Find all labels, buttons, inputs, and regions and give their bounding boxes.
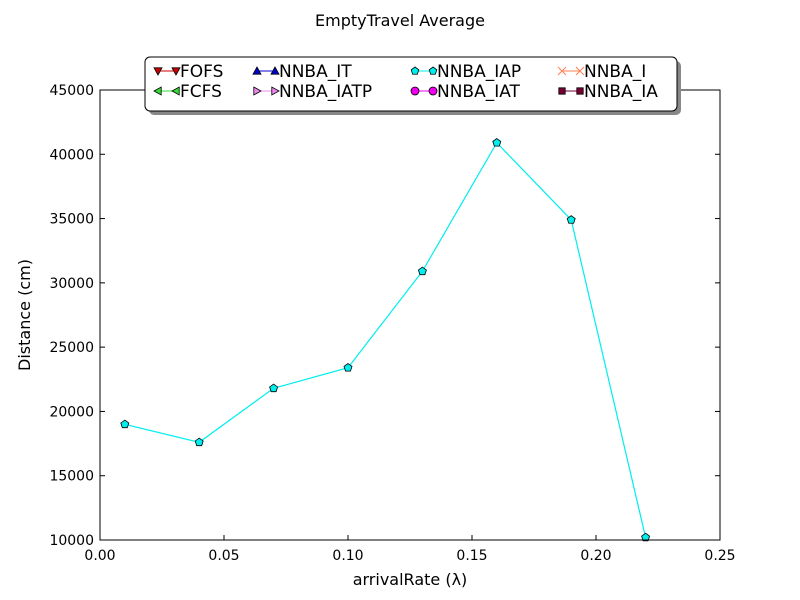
y-tick-label: 40000 [49, 147, 94, 163]
legend-label: NNBA_IAP [437, 62, 521, 82]
x-tick-label: 0.00 [84, 548, 115, 564]
plot-frame [99, 89, 721, 541]
legend-marker [410, 66, 420, 75]
y-tick-label: 15000 [49, 469, 94, 485]
y-tick-label: 25000 [49, 340, 94, 356]
y-tick-label: 35000 [49, 212, 94, 228]
legend-marker [153, 86, 162, 96]
legend-entry: NNBA_IAP [410, 62, 521, 82]
y-tick-label: 20000 [49, 404, 94, 420]
legend-box [144, 56, 678, 112]
legend-marker [576, 87, 584, 95]
legend-label: NNBA_IATP [279, 82, 372, 102]
legend-label: NNBA_IT [279, 62, 352, 82]
data-point [641, 532, 651, 542]
legend-label: NNBA_IA [584, 82, 658, 102]
series-line-NNBA_IAP [124, 141, 647, 538]
legend-entry: NNBA_IT [252, 62, 352, 82]
legend-marker [558, 87, 566, 95]
y-axis-label: Distance (cm) [15, 259, 34, 371]
legend-marker [270, 66, 280, 75]
plot-area [120, 138, 651, 542]
legend-marker [252, 66, 262, 75]
data-point [343, 363, 353, 372]
data-point [269, 383, 279, 393]
legend-entry: NNBA_IA [558, 82, 658, 102]
legend-entry: NNBA_I [557, 62, 646, 82]
legend-marker [410, 86, 420, 96]
legend-marker [428, 86, 438, 96]
data-point [566, 215, 576, 224]
legend-entry: NNBA_IATP [253, 82, 372, 102]
legend-entry: NNBA_IAT [410, 82, 521, 102]
legend-marker [253, 86, 262, 96]
x-tick-label: 0.15 [456, 548, 487, 564]
x-tick-label: 0.20 [580, 548, 611, 564]
x-tick-label: 0.25 [704, 548, 735, 564]
legend-marker [271, 86, 280, 96]
data-point [492, 138, 502, 147]
legend-entry: FCFS [153, 82, 222, 102]
legend-marker [575, 66, 585, 76]
y-tick-label: 30000 [49, 276, 94, 292]
y-tick-label: 10000 [49, 533, 94, 549]
axis-ticks: 0.00 0.05 0.10 0.15 0.20 0.25 10000 15000 20000 2… [49, 83, 735, 564]
data-point [120, 419, 130, 429]
legend-marker [557, 66, 567, 76]
y-tick-label: 45000 [49, 83, 94, 99]
x-tick-label: 0.10 [332, 548, 363, 564]
x-axis-label: arrivalRate (λ) [353, 570, 468, 589]
legend-marker [153, 67, 163, 76]
legend-label: FCFS [180, 82, 222, 102]
data-point [194, 437, 204, 447]
legend-label: NNBA_I [584, 62, 646, 82]
legend-marker [171, 67, 181, 76]
legend-label: NNBA_IAT [437, 82, 521, 102]
legend-marker [428, 66, 438, 75]
legend-marker [171, 86, 180, 96]
chart-title: EmptyTravel Average [315, 11, 485, 30]
legend-entry: FOFS [153, 62, 223, 82]
x-tick-label: 0.05 [208, 548, 239, 564]
legend-label: FOFS [180, 62, 223, 82]
data-point [417, 266, 427, 276]
